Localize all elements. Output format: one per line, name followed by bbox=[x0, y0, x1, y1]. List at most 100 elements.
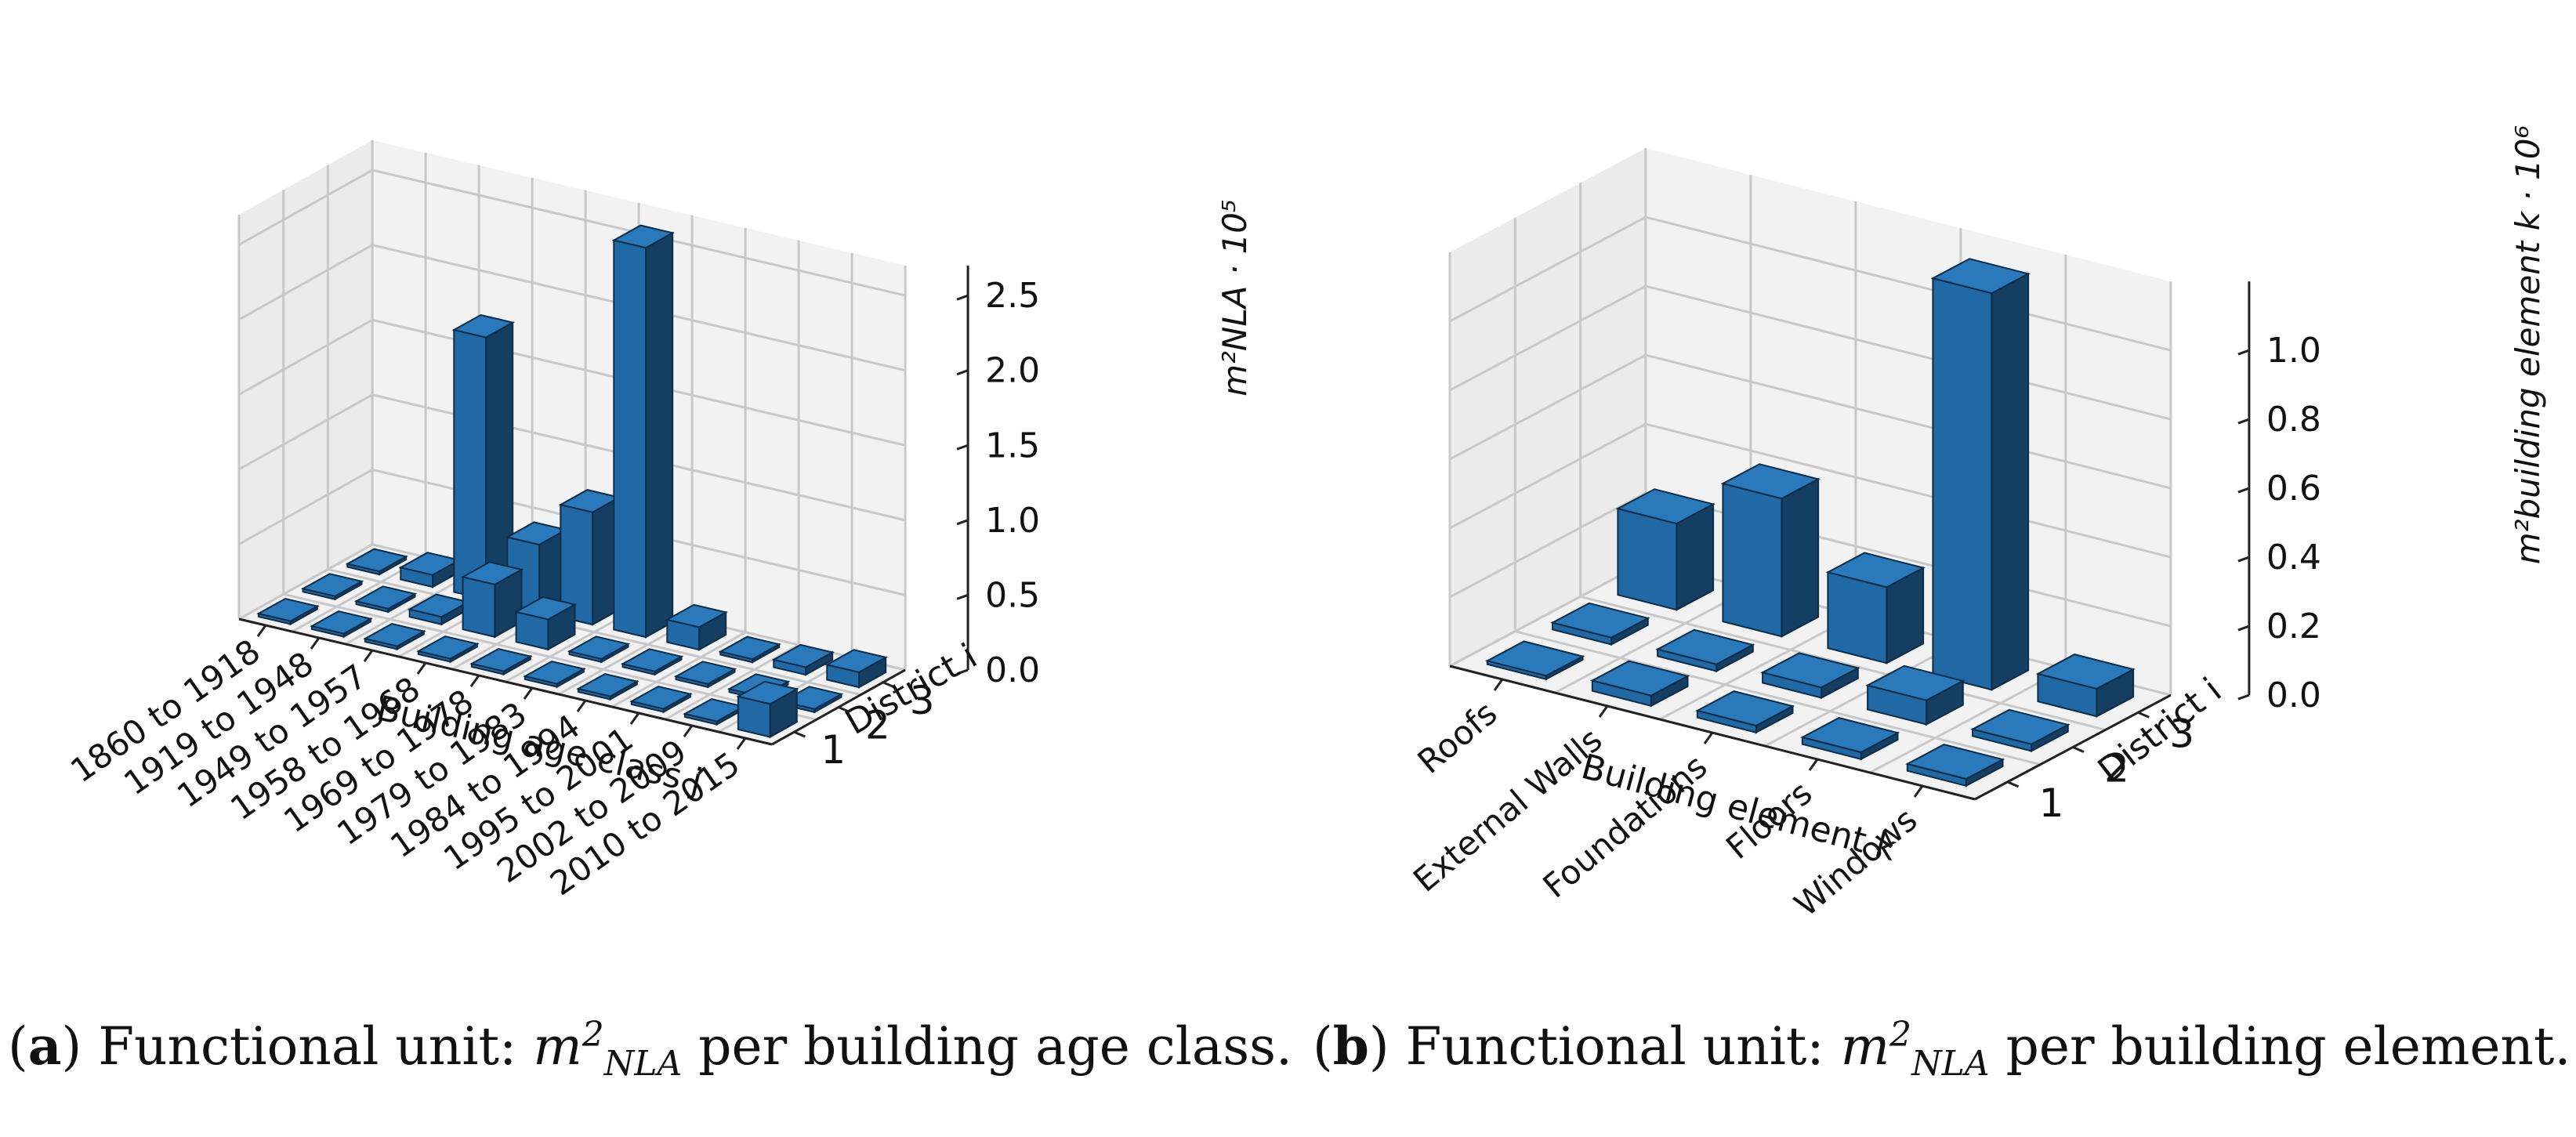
chart-a-x-tick bbox=[469, 675, 480, 687]
chart-a-bar bbox=[558, 489, 621, 626]
chart-a-bar-front bbox=[453, 328, 487, 601]
chart-a-y-tick-label: 3 bbox=[910, 678, 935, 723]
chart-b-bar bbox=[1800, 717, 1900, 761]
chart-a-bar bbox=[673, 661, 737, 689]
chart-a-y-tick bbox=[793, 730, 806, 738]
chart-a-bar-top bbox=[310, 610, 373, 635]
chart-a-bar-top bbox=[736, 680, 799, 705]
chart-b-grid-floor-y bbox=[1514, 630, 2041, 766]
chart-a-grid-floor-x bbox=[611, 631, 746, 708]
chart-a-bar bbox=[310, 610, 373, 639]
chart-a-z-tick bbox=[956, 444, 969, 451]
chart-a-grid-z bbox=[238, 318, 906, 447]
chart-b-y-tick-label: 3 bbox=[2169, 711, 2194, 756]
chart-b-bar-top bbox=[1760, 652, 1860, 689]
chart-a-bar bbox=[398, 552, 462, 588]
chart-b-x-tick bbox=[1598, 705, 1609, 718]
chart-b-bar-top bbox=[1485, 640, 1585, 677]
chart-a-bar bbox=[363, 622, 426, 651]
chart-b-z-tick bbox=[2237, 487, 2250, 494]
chart-a-bar-top bbox=[469, 647, 533, 672]
chart-b-y-tick bbox=[2007, 780, 2020, 788]
caption-a-unit-sup: 2 bbox=[582, 1015, 604, 1055]
chart-b-bar bbox=[1970, 708, 2071, 753]
chart-b-x-tick-label: Roofs bbox=[1411, 693, 1505, 781]
caption-a-text-after: per building age class. bbox=[682, 1016, 1292, 1077]
chart-b-z-tick bbox=[2237, 693, 2250, 701]
chart-a-z-tick bbox=[956, 593, 969, 600]
chart-a-bar-top bbox=[363, 622, 426, 647]
caption-b-text-after: per building element. bbox=[1989, 1016, 2571, 1077]
chart-a-grid-floor-y bbox=[283, 592, 817, 721]
chart-b-bar bbox=[1760, 652, 1860, 700]
chart-a-bar bbox=[256, 597, 320, 626]
chart-b-y-tick-label: 2 bbox=[2104, 746, 2129, 791]
chart-a-bar bbox=[718, 635, 781, 664]
caption-b-unit-sub: NLA bbox=[1911, 1044, 1990, 1084]
caption-a-unit: m bbox=[533, 1016, 582, 1077]
chart-a-bar bbox=[683, 697, 746, 726]
chart-b-grid-floor-y bbox=[1580, 595, 2106, 731]
chart-a-bar bbox=[665, 603, 728, 651]
chart-a-x-tick bbox=[416, 662, 427, 675]
chart-a-bar bbox=[353, 585, 418, 614]
chart-a-bar-top bbox=[416, 635, 480, 660]
chart-a-x-tick bbox=[629, 712, 640, 725]
chart-a-bar-front bbox=[613, 239, 647, 639]
chart-a-z-tick-label: 2.5 bbox=[985, 276, 1040, 316]
chart-a-bar-top bbox=[256, 597, 320, 622]
chart-a-z-tick-label: 2.0 bbox=[985, 351, 1040, 391]
chart-b-y-tick bbox=[2137, 711, 2150, 719]
chart-b-bar-top bbox=[1970, 708, 2071, 745]
chart-b-bar-top bbox=[1615, 488, 1716, 525]
chart-a-y-tick bbox=[882, 681, 895, 689]
chart-a-x-tick bbox=[256, 625, 267, 637]
chart-b-bar bbox=[1825, 552, 1926, 664]
chart-a-y-tick-label: 1 bbox=[821, 727, 846, 773]
chart-b-z-tick-label: 0.6 bbox=[2266, 469, 2321, 509]
chart-b-bar-side bbox=[1991, 272, 2030, 691]
chart-a-bar-top bbox=[353, 585, 418, 610]
chart-b-bar-side bbox=[1781, 477, 1820, 638]
chart-a-z-tick bbox=[956, 519, 969, 526]
chart-a-grid-floor-y bbox=[328, 568, 861, 697]
chart-b-x-tick bbox=[1808, 759, 1819, 771]
chart-b-z-tick bbox=[2237, 349, 2250, 356]
chart-b-bar-front bbox=[1827, 571, 1888, 664]
chart-a-bar-top bbox=[611, 224, 675, 249]
chart-b-bar-top bbox=[1930, 258, 2031, 295]
chart-b-bar-top bbox=[1590, 660, 1690, 697]
chart-a-grid-z bbox=[238, 393, 906, 522]
chart-a-bar bbox=[345, 548, 408, 576]
chart-b-grid-floor-x bbox=[1764, 640, 1962, 748]
chart-a-y-tick bbox=[838, 706, 850, 713]
chart-a-bar bbox=[771, 643, 835, 676]
chart-a-bar-top bbox=[771, 643, 835, 668]
chart-a-bar-top bbox=[513, 596, 578, 621]
chart-a-bar-top bbox=[345, 548, 408, 573]
chart-b-bar bbox=[1615, 488, 1716, 611]
chart-a-z-tick bbox=[956, 369, 969, 376]
chart-b-z-tick-label: 0.2 bbox=[2266, 607, 2321, 646]
chart-a-bar-top bbox=[824, 649, 888, 673]
chart-b-bar-top bbox=[1825, 552, 1926, 588]
chart-b-bar bbox=[1930, 258, 2031, 691]
chart-b-y-tick bbox=[2072, 746, 2085, 753]
chart-a-bar bbox=[629, 685, 693, 714]
chart-b-bar-top bbox=[1695, 690, 1795, 727]
chart-a-bar bbox=[460, 561, 524, 639]
chart-a-bar bbox=[513, 596, 578, 651]
chart-a-bar bbox=[451, 313, 515, 601]
chart-b-bar bbox=[1485, 640, 1585, 681]
chart-a-z-tick-label: 1.5 bbox=[985, 425, 1040, 465]
chart-a-z-tick-label: 0.0 bbox=[985, 650, 1040, 690]
chart-a-bar-top bbox=[718, 635, 781, 661]
chart-a-grid-z bbox=[238, 543, 906, 672]
chart-a-x-tick bbox=[523, 687, 534, 700]
chart-a-bar bbox=[620, 648, 684, 676]
chart-a-x-tick bbox=[683, 725, 694, 737]
chart-a-bar-top bbox=[629, 685, 693, 710]
chart-a-z-tick bbox=[956, 294, 969, 301]
chart-a-left-pane bbox=[239, 139, 373, 619]
